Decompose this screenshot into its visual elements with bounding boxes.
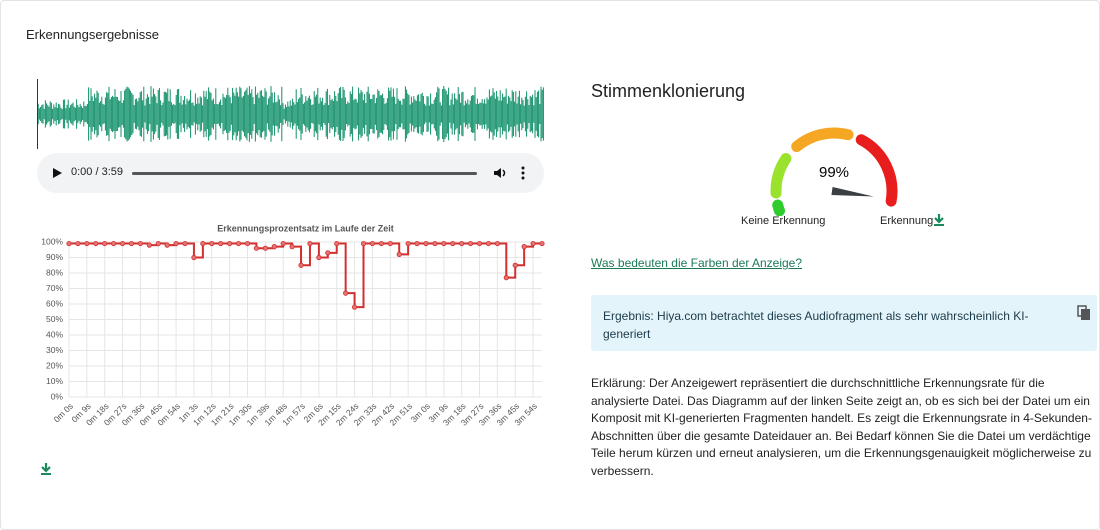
gauge-segment xyxy=(855,134,898,207)
data-point xyxy=(137,240,143,247)
gauge-segment xyxy=(791,127,854,153)
data-point xyxy=(521,244,527,250)
data-point xyxy=(334,240,340,247)
data-point xyxy=(450,240,456,247)
data-point xyxy=(325,250,331,256)
data-point xyxy=(111,240,117,247)
y-tick-label: 60% xyxy=(46,298,63,308)
explanation: Erklärung: Der Anzeigewert repräsentiert… xyxy=(591,376,1092,478)
data-point xyxy=(494,240,500,247)
y-tick-label: 40% xyxy=(46,329,63,339)
data-point xyxy=(351,304,358,310)
data-point xyxy=(191,254,197,261)
time-display: 0:00 / 3:59 xyxy=(71,166,123,178)
data-point xyxy=(253,245,260,251)
download-button[interactable] xyxy=(933,213,945,227)
data-point xyxy=(280,240,286,247)
data-point xyxy=(459,240,465,247)
data-point xyxy=(512,262,518,268)
y-tick-label: 90% xyxy=(46,252,63,262)
y-tick-label: 80% xyxy=(46,267,63,277)
gauge-segment xyxy=(772,199,785,216)
data-point xyxy=(155,240,161,247)
data-point xyxy=(396,251,402,258)
data-point xyxy=(441,240,447,247)
volume-button[interactable] xyxy=(493,166,507,180)
data-point xyxy=(307,240,313,247)
data-point xyxy=(227,240,233,247)
gauge-left-label: Keine Erkennung xyxy=(741,215,826,227)
data-point xyxy=(360,240,367,247)
detection-chart: Erkennungsprozentsatz im Laufe der Zeit 0… xyxy=(41,223,545,428)
y-tick-label: 10% xyxy=(46,376,63,386)
y-tick-label: 70% xyxy=(46,283,63,293)
data-point xyxy=(209,240,215,247)
data-point xyxy=(476,240,483,247)
data-point xyxy=(119,240,126,247)
data-point xyxy=(271,244,277,250)
y-tick-label: 0% xyxy=(51,391,64,401)
gauge: 99% xyxy=(770,127,898,216)
gauge-segment xyxy=(770,153,792,199)
data-point xyxy=(164,242,170,248)
data-point xyxy=(173,240,179,247)
data-point xyxy=(75,240,81,247)
gauge-title: Stimmenklonierung xyxy=(591,81,746,101)
data-point xyxy=(485,240,492,247)
data-point xyxy=(298,262,304,268)
x-tick-label: 3m 0s xyxy=(409,401,432,424)
y-tick-label: 50% xyxy=(46,314,63,324)
result-text: Ergebnis: Hiya.com betrachtet dieses Aud… xyxy=(603,309,1029,341)
gauge-value: 99% xyxy=(819,164,849,181)
y-tick-label: 30% xyxy=(46,345,63,355)
copy-button[interactable] xyxy=(1077,305,1091,321)
y-tick-label: 100% xyxy=(41,236,63,246)
data-point xyxy=(289,244,295,250)
data-point xyxy=(102,240,108,247)
data-point xyxy=(235,240,242,247)
data-point xyxy=(66,240,72,247)
menu-button[interactable] xyxy=(521,166,525,180)
data-point xyxy=(200,240,206,247)
data-point xyxy=(182,240,188,247)
data-point xyxy=(405,240,411,247)
data-point xyxy=(378,240,384,247)
data-point xyxy=(93,240,99,247)
result-box: Ergebnis: Hiya.com betrachtet dieses Aud… xyxy=(591,295,1097,351)
gauge-needle xyxy=(831,187,874,197)
y-tick-label: 20% xyxy=(46,360,63,370)
data-point xyxy=(244,240,251,247)
data-point xyxy=(423,240,429,247)
data-point xyxy=(84,240,90,247)
download-button[interactable] xyxy=(39,462,53,476)
gauge-right-label: Erkennung xyxy=(880,215,934,227)
data-point xyxy=(369,240,376,247)
data-point xyxy=(343,290,349,296)
data-point xyxy=(468,240,474,247)
data-point xyxy=(387,240,393,247)
audio-player[interactable]: 0:00 / 3:59 xyxy=(37,153,544,193)
data-point xyxy=(530,240,536,247)
waveform xyxy=(37,79,544,149)
progress-bar[interactable] xyxy=(132,172,477,175)
play-button[interactable] xyxy=(51,167,63,179)
waveform-bars xyxy=(37,86,544,142)
data-point xyxy=(128,240,135,247)
data-point xyxy=(218,240,224,247)
section-title: Erkennungsergebnisse xyxy=(26,27,159,42)
data-point xyxy=(316,254,322,261)
data-point xyxy=(262,245,268,251)
data-point xyxy=(539,240,545,247)
data-point xyxy=(503,275,509,281)
help-link[interactable]: Was bedeuten die Farben der Anzeige? xyxy=(591,256,803,270)
data-point xyxy=(432,240,438,247)
chart-title: Erkennungsprozentsatz im Laufe der Zeit xyxy=(217,223,394,233)
data-point xyxy=(146,242,152,248)
x-tick-label: 0m 0s xyxy=(52,401,75,424)
data-point xyxy=(414,240,420,247)
